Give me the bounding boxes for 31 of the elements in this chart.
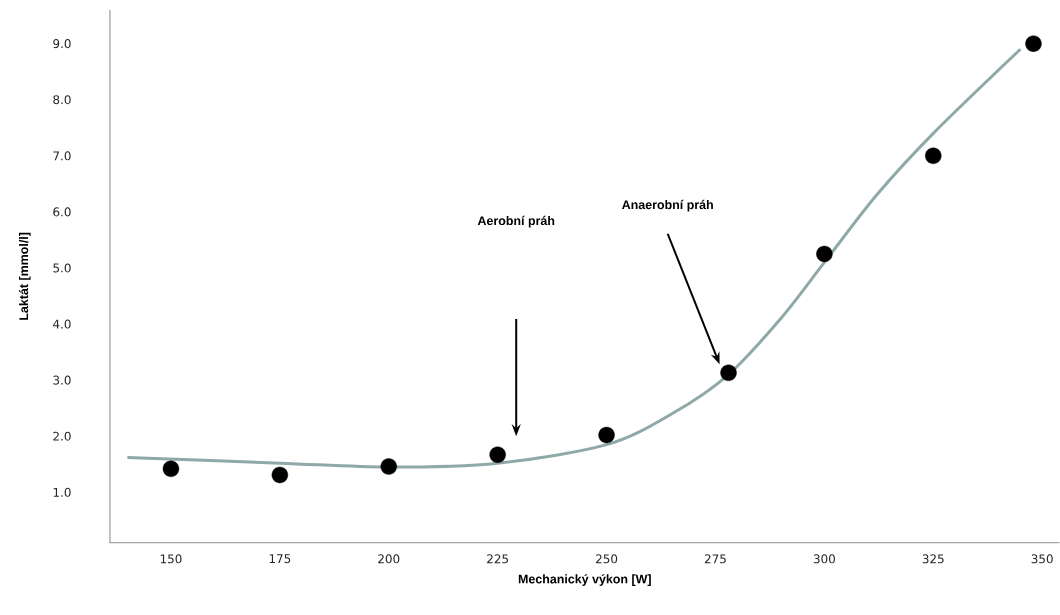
point xyxy=(816,245,833,263)
point xyxy=(598,427,615,444)
y-axis-title: Laktát [mmol/l] xyxy=(18,232,31,320)
y-tick-label: 5.0 xyxy=(53,263,71,273)
y-tick-label: 3.0 xyxy=(53,375,71,385)
y-tick-label: 6.0 xyxy=(53,207,71,217)
point xyxy=(720,364,737,382)
x-tick-label: 300 xyxy=(813,554,835,564)
y-tick-label: 4.0 xyxy=(53,319,71,329)
x-axis-title: Mechanický výkon [W] xyxy=(518,574,651,586)
x-tick-label: 225 xyxy=(487,554,509,564)
y-tick-label: 1.0 xyxy=(53,487,71,497)
annotation: Anaerobní práh xyxy=(622,199,713,212)
annotation: Aerobní práh xyxy=(477,215,555,228)
point xyxy=(925,147,942,165)
x-tick-label: 200 xyxy=(378,554,400,564)
x-tick-label: 250 xyxy=(596,554,618,564)
y-tick-label: 8.0 xyxy=(53,95,71,105)
point xyxy=(162,460,180,478)
y-tick-label: 2.0 xyxy=(53,431,71,441)
x-tick-label: 350 xyxy=(1031,554,1053,564)
y-tick-label: 7.0 xyxy=(53,151,71,161)
y-tick-label: 9.0 xyxy=(53,39,71,49)
x-tick-label: 275 xyxy=(704,554,726,564)
x-tick-label: 150 xyxy=(160,554,182,564)
x-tick-label: 325 xyxy=(922,554,944,564)
x-tick-label: 175 xyxy=(269,554,291,564)
point xyxy=(271,466,289,484)
point xyxy=(1025,35,1042,52)
point xyxy=(380,458,397,475)
point xyxy=(489,446,506,464)
